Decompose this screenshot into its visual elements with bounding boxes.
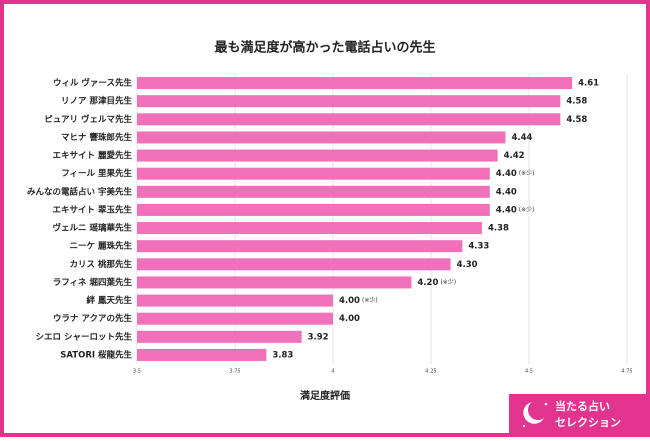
bar (137, 149, 498, 162)
y-tick-label: マヒナ 響珠郎先生 (61, 132, 132, 143)
value-label: 4.00 (339, 314, 360, 324)
bar (137, 276, 412, 289)
x-tick-label: 3.75 (229, 369, 240, 375)
y-tick-label: カリス 桃那先生 (70, 259, 133, 270)
y-tick-label: SATORI 桜龍先生 (60, 349, 132, 360)
x-tick-label: 4.5 (525, 369, 533, 375)
value-label: 4.44 (511, 133, 532, 143)
note: (※少) (440, 279, 456, 286)
value-label: 4.40 (496, 205, 517, 215)
bar (137, 312, 333, 325)
x-tick-label: 4 (331, 369, 334, 375)
y-tick-label: ヴェルニ 瑶璃華先生 (53, 223, 133, 234)
note: (※少) (519, 170, 535, 177)
bar (137, 131, 506, 144)
y-tick-label: リノア 那津目先生 (61, 96, 132, 107)
bar (137, 348, 267, 361)
bar (137, 240, 463, 253)
value-label: 4.42 (504, 151, 525, 161)
value-label: 4.30 (457, 260, 478, 270)
star (544, 402, 548, 406)
y-tick-label: みんなの電話占い 宇美先生 (27, 186, 132, 197)
logo: 当たる占い セレクション (509, 394, 646, 434)
value-label: 4.20 (417, 278, 438, 288)
logo-box (509, 394, 646, 434)
note: (※少) (519, 206, 535, 213)
value-label: 4.00 (339, 296, 360, 306)
y-tick-label: ラフィネ 堀四葉先生 (53, 277, 133, 288)
bar (137, 185, 490, 198)
y-tick-label: ニーケ 麗珠先生 (70, 241, 133, 252)
moon-icon (523, 402, 544, 424)
bar (137, 203, 490, 216)
bar (137, 222, 482, 235)
value-label: 4.40 (496, 187, 517, 197)
chart-title: 最も満足度が高かった電話占いの先生 (214, 40, 435, 56)
y-tick-label: エキサイト 翠玉先生 (53, 204, 133, 215)
x-axis-label: 満足度評価 (300, 389, 350, 402)
value-label: 4.33 (468, 242, 489, 252)
value-label: 3.92 (308, 332, 329, 342)
y-tick-label: エキサイト 麗愛先生 (53, 150, 133, 161)
value-label: 4.40 (496, 169, 517, 179)
bar (137, 113, 561, 126)
value-label: 3.83 (272, 350, 293, 360)
bar (137, 258, 451, 271)
star (522, 424, 526, 428)
y-tick-label: ウィル ヴァース先生 (53, 78, 133, 89)
y-tick-label: フィール 里果先生 (61, 168, 132, 179)
value-label: 4.58 (566, 115, 587, 125)
y-tick-label: ウラナ アクアの先生 (53, 313, 133, 324)
x-tick-label: 3.5 (133, 369, 141, 375)
x-tick-label: 4.25 (425, 369, 436, 375)
value-label: 4.61 (578, 79, 599, 89)
value-label: 4.38 (488, 224, 509, 234)
y-tick-label: 絆 鳳天先生 (87, 295, 133, 306)
bar (137, 95, 561, 108)
note: (※少) (362, 297, 378, 304)
value-label: 4.58 (566, 97, 587, 107)
y-tick-label: ピュアリ ヴェルマ先生 (44, 114, 132, 125)
x-tick-label: 4.75 (621, 369, 632, 375)
bar (137, 294, 333, 307)
bar (137, 167, 490, 180)
y-tick-label: シエロ シャーロット先生 (36, 331, 133, 342)
bar (137, 330, 302, 343)
bar (137, 77, 573, 90)
logo-line2: セレクション (555, 416, 621, 429)
logo-line1: 当たる占い (555, 399, 610, 413)
